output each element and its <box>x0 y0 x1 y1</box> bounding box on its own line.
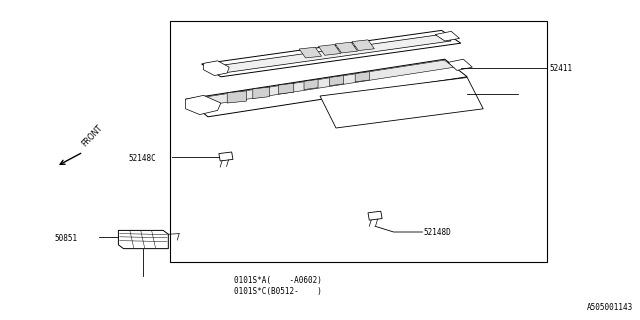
Polygon shape <box>278 83 294 94</box>
Text: 50851: 50851 <box>54 234 77 243</box>
Text: 0101S*A(    -A0602): 0101S*A( -A0602) <box>234 276 323 284</box>
Polygon shape <box>118 230 168 249</box>
Polygon shape <box>204 61 229 76</box>
Polygon shape <box>448 59 472 70</box>
Bar <box>170 21 547 262</box>
Polygon shape <box>186 95 221 115</box>
Text: 52411: 52411 <box>549 64 572 73</box>
Polygon shape <box>320 77 483 128</box>
Polygon shape <box>227 91 246 103</box>
Text: 52148C: 52148C <box>128 154 156 163</box>
Polygon shape <box>330 76 344 86</box>
Polygon shape <box>187 60 454 107</box>
Polygon shape <box>352 40 374 51</box>
Text: A505001143: A505001143 <box>588 303 634 312</box>
Text: 52148D: 52148D <box>424 228 451 237</box>
Polygon shape <box>368 211 382 220</box>
Polygon shape <box>253 87 269 99</box>
Polygon shape <box>304 79 318 90</box>
Text: 0101S*C(B0512-    ): 0101S*C(B0512- ) <box>234 287 323 296</box>
Polygon shape <box>355 72 369 82</box>
Polygon shape <box>186 59 467 117</box>
Polygon shape <box>208 35 451 74</box>
Polygon shape <box>319 44 340 55</box>
Polygon shape <box>202 30 461 77</box>
Polygon shape <box>335 42 358 53</box>
Polygon shape <box>435 31 460 41</box>
Text: FRONT: FRONT <box>80 123 104 148</box>
Polygon shape <box>300 47 321 58</box>
Polygon shape <box>219 152 233 161</box>
